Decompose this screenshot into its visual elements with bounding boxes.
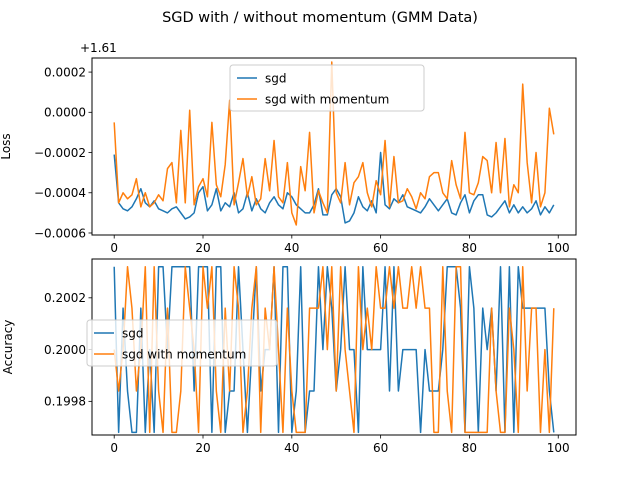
loss-x-tick-label: 60	[373, 241, 388, 255]
loss-legend-label-sgd: sgd	[265, 72, 287, 86]
figure-title: SGD with / without momentum (GMM Data)	[162, 10, 478, 26]
loss-x-tick-label: 80	[462, 241, 477, 255]
accuracy-legend: sgd sgd with momentum	[86, 319, 278, 367]
accuracy-x-tick-label: 0	[110, 441, 118, 455]
loss-y-tick-label: 0.0002	[44, 65, 86, 79]
loss-x-tick-label: 100	[547, 241, 570, 255]
accuracy-y-tick-label: 0.1998	[44, 395, 86, 409]
loss-x-tick-label: 20	[195, 241, 210, 255]
accuracy-legend-label-momentum: sgd with momentum	[122, 348, 246, 362]
loss-y-tick-label: −0.0004	[34, 186, 86, 200]
loss-offset-text: +1.61	[80, 41, 117, 55]
loss-y-tick-label: 0.0000	[44, 106, 86, 120]
loss-x-tick-label: 40	[284, 241, 299, 255]
loss-frame	[91, 57, 577, 236]
accuracy-y-tick-label: 0.2000	[44, 343, 86, 357]
loss-axes: 0 20 40 60 80 100 −0.0006 −0.0004 −0.0002 0.0000 0…	[0, 41, 577, 255]
loss-legend-box	[229, 64, 425, 112]
accuracy-x-tick-label: 60	[373, 441, 388, 455]
accuracy-x-tick-label: 40	[284, 441, 299, 455]
loss-x-tick-label: 0	[110, 241, 118, 255]
loss-y-tick-label: −0.0006	[34, 226, 86, 240]
loss-y-tick-label: −0.0002	[34, 146, 86, 160]
accuracy-series-momentum-line	[113, 266, 555, 434]
accuracy-y-axis-label: Accuracy	[1, 320, 15, 375]
accuracy-x-tick-label: 100	[547, 441, 570, 455]
accuracy-x-tick-label: 20	[195, 441, 210, 455]
accuracy-x-tick-label: 80	[462, 441, 477, 455]
loss-series-sgd-line	[113, 151, 555, 224]
loss-series-momentum-line	[113, 61, 555, 226]
loss-legend-label-momentum: sgd with momentum	[265, 93, 389, 107]
loss-y-axis-label: Loss	[0, 133, 13, 159]
accuracy-legend-box	[86, 319, 278, 367]
accuracy-legend-label-sgd: sgd	[122, 327, 144, 341]
loss-legend: sgd sgd with momentum	[229, 64, 425, 112]
accuracy-y-tick-label: 0.2002	[44, 291, 86, 305]
accuracy-axes: 0 20 40 60 80 100 0.1998 0.2000 0.2002 Accuracy sg…	[1, 258, 577, 455]
